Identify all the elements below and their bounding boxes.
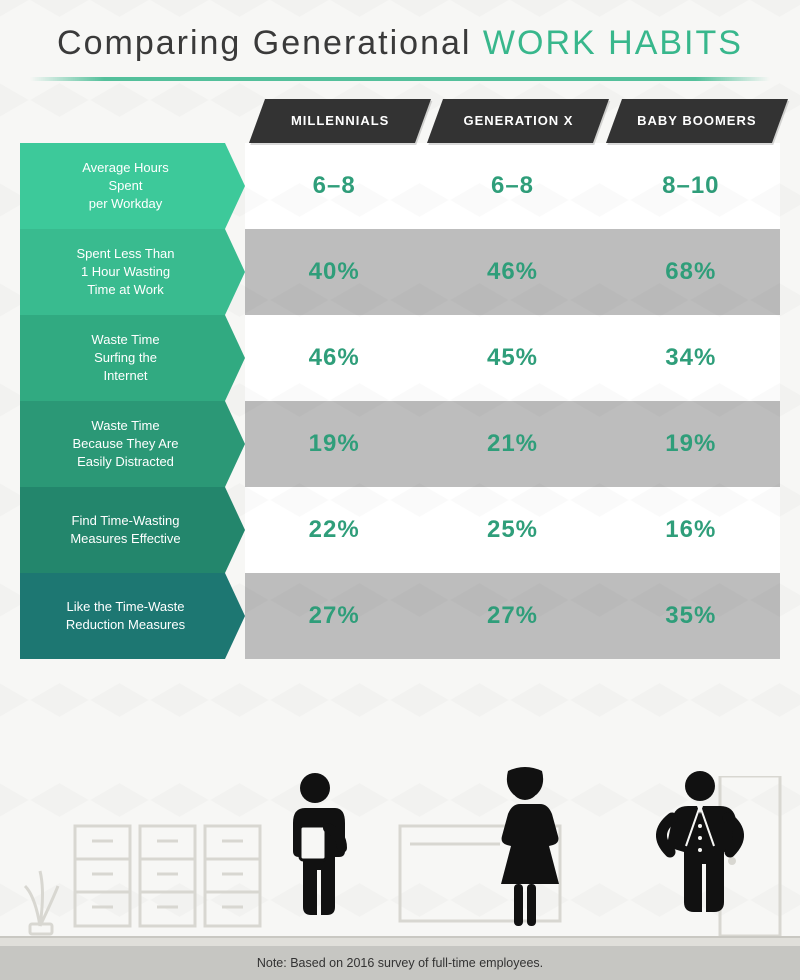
value-cell: 46% xyxy=(423,229,601,315)
cabinets-icon xyxy=(20,786,280,936)
door-icon xyxy=(710,776,790,936)
table-row: Average HoursSpentper Workday6–86–88–10 xyxy=(20,143,780,229)
row-label-text: Spent Less Than1 Hour WastingTime at Wor… xyxy=(76,245,174,300)
value-cell: 6–8 xyxy=(423,143,601,229)
row-label-text: Like the Time-WasteReduction Measures xyxy=(66,598,185,634)
col-header: GENERATION X xyxy=(435,99,601,143)
value-cell: 8–10 xyxy=(602,143,780,229)
table-row: Waste TimeSurfing theInternet 46%45%34% xyxy=(20,315,780,401)
col-header-label: GENERATION X xyxy=(435,99,601,143)
row-label-text: Waste TimeBecause They AreEasily Distrac… xyxy=(73,417,179,472)
value-cell: 40% xyxy=(245,229,423,315)
row-label-cell: Spent Less Than1 Hour WastingTime at Wor… xyxy=(20,229,245,315)
footnote-strip: Note: Based on 2016 survey of full-time … xyxy=(0,946,800,980)
col-header-label: BABY BOOMERS xyxy=(614,99,780,143)
row-label-cell: Average HoursSpentper Workday xyxy=(20,143,245,229)
table-row: Waste TimeBecause They AreEasily Distrac… xyxy=(20,401,780,487)
row-label-cell: Like the Time-WasteReduction Measures xyxy=(20,573,245,659)
row-label-cell: Waste TimeBecause They AreEasily Distrac… xyxy=(20,401,245,487)
person-millennial-icon xyxy=(260,766,370,936)
footer-illustration xyxy=(0,766,800,936)
table-row: Find Time-WastingMeasures Effective 22%25… xyxy=(20,487,780,573)
page-title: Comparing Generational WORK HABITS xyxy=(40,24,760,63)
row-label-text: Find Time-WastingMeasures Effective xyxy=(70,512,180,548)
row-label-text: Average HoursSpentper Workday xyxy=(82,159,168,214)
row-label-text: Waste TimeSurfing theInternet xyxy=(91,331,159,386)
ground-line xyxy=(0,936,800,946)
col-header-label: MILLENNIALS xyxy=(257,99,423,143)
footnote-text: Note: Based on 2016 survey of full-time … xyxy=(257,956,543,970)
title-part-a: Comparing Generational xyxy=(57,24,471,62)
col-header: BABY BOOMERS xyxy=(614,99,780,143)
person-genx-icon xyxy=(470,766,580,936)
value-cell: 19% xyxy=(602,401,780,487)
value-cell: 35% xyxy=(602,573,780,659)
value-cell: 22% xyxy=(245,487,423,573)
col-header: MILLENNIALS xyxy=(257,99,423,143)
table-row: Spent Less Than1 Hour WastingTime at Wor… xyxy=(20,229,780,315)
value-cell: 16% xyxy=(602,487,780,573)
title-rule xyxy=(30,77,770,81)
value-cell: 6–8 xyxy=(245,143,423,229)
value-cell: 46% xyxy=(245,315,423,401)
row-label-cell: Waste TimeSurfing theInternet xyxy=(20,315,245,401)
title-part-b: WORK HABITS xyxy=(483,24,743,62)
table-row: Like the Time-WasteReduction Measures 27%… xyxy=(20,573,780,659)
value-cell: 19% xyxy=(245,401,423,487)
whiteboard-icon xyxy=(390,816,570,936)
value-cell: 45% xyxy=(423,315,601,401)
title-block: Comparing Generational WORK HABITS xyxy=(0,0,800,71)
value-cell: 21% xyxy=(423,401,601,487)
row-label-cell: Find Time-WastingMeasures Effective xyxy=(20,487,245,573)
value-cell: 27% xyxy=(245,573,423,659)
value-cell: 25% xyxy=(423,487,601,573)
value-cell: 27% xyxy=(423,573,601,659)
value-cell: 68% xyxy=(602,229,780,315)
table-header-row: MILLENNIALS GENERATION X BABY BOOMERS xyxy=(20,99,780,143)
person-boomer-icon xyxy=(640,766,760,936)
table-body: Average HoursSpentper Workday6–86–88–10S… xyxy=(20,143,780,659)
value-cell: 34% xyxy=(602,315,780,401)
comparison-table: MILLENNIALS GENERATION X BABY BOOMERS Av… xyxy=(20,99,780,659)
